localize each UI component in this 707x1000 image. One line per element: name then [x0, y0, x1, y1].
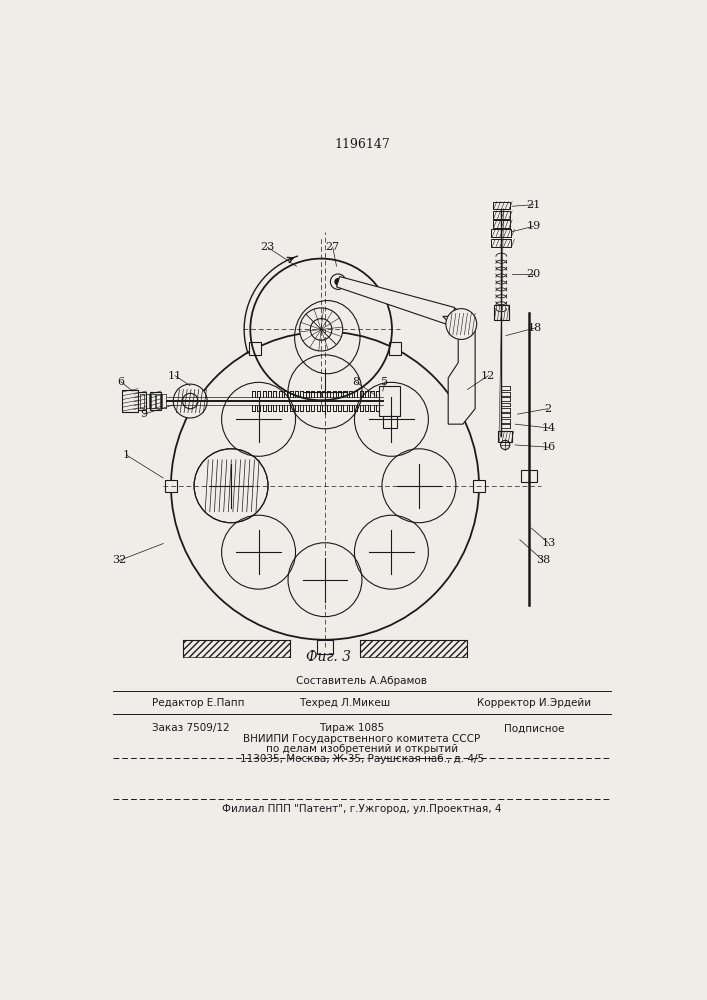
Text: 19: 19: [527, 221, 541, 231]
Text: Заказ 7509/12: Заказ 7509/12: [152, 723, 229, 733]
Circle shape: [182, 393, 198, 409]
Bar: [493, 211, 510, 219]
Bar: [493, 202, 510, 209]
Text: 2: 2: [544, 404, 551, 414]
FancyBboxPatch shape: [389, 342, 401, 355]
Circle shape: [449, 313, 455, 319]
Circle shape: [335, 279, 341, 285]
Bar: [521, 470, 537, 482]
Bar: [150, 392, 161, 410]
Circle shape: [330, 274, 346, 289]
Text: 38: 38: [536, 555, 550, 565]
Text: Корректор И.Эрдейи: Корректор И.Эрдейи: [477, 698, 592, 708]
Text: 6: 6: [117, 377, 124, 387]
Text: 13: 13: [542, 538, 556, 548]
Bar: [498, 431, 512, 442]
Bar: [491, 229, 511, 237]
Text: Фиг. 3: Фиг. 3: [306, 650, 351, 664]
Text: Техред Л.Микеш: Техред Л.Микеш: [298, 698, 390, 708]
Text: Филиал ППП "Патент", г.Ужгород, ул.Проектная, 4: Филиал ППП "Патент", г.Ужгород, ул.Проек…: [222, 804, 502, 814]
Bar: [317, 640, 334, 654]
Text: 23: 23: [260, 242, 274, 252]
Bar: [493, 220, 510, 228]
Bar: [491, 239, 511, 247]
Text: Редактор Е.Папп: Редактор Е.Папп: [152, 698, 244, 708]
Circle shape: [173, 384, 207, 418]
Text: 11: 11: [168, 371, 182, 381]
Text: 20: 20: [527, 269, 541, 279]
Text: Тираж 1085: Тираж 1085: [320, 723, 385, 733]
Text: 14: 14: [542, 423, 556, 433]
Text: Подписное: Подписное: [504, 723, 565, 733]
Text: Составитель А.Абрамов: Составитель А.Абрамов: [296, 676, 428, 686]
Text: 32: 32: [112, 555, 127, 565]
Text: 21: 21: [527, 200, 541, 210]
Circle shape: [446, 309, 477, 339]
Bar: [379, 386, 400, 416]
Text: 5: 5: [382, 377, 389, 387]
Text: 27: 27: [326, 242, 340, 252]
Text: 16: 16: [542, 442, 556, 452]
Text: 1: 1: [123, 450, 130, 460]
Text: 8: 8: [352, 377, 359, 387]
Polygon shape: [443, 316, 475, 424]
Text: 12: 12: [481, 371, 496, 381]
Bar: [493, 305, 509, 320]
Circle shape: [300, 308, 343, 351]
Text: ВНИИПИ Государственного комитета СССР: ВНИИПИ Государственного комитета СССР: [243, 734, 481, 744]
Text: 1196147: 1196147: [334, 138, 390, 151]
Circle shape: [443, 308, 460, 325]
Bar: [122, 390, 138, 412]
Text: 9: 9: [141, 409, 148, 419]
FancyBboxPatch shape: [473, 480, 485, 492]
FancyBboxPatch shape: [165, 480, 177, 492]
FancyBboxPatch shape: [249, 342, 262, 355]
Polygon shape: [337, 277, 455, 325]
Text: по делам изобретений и открытий: по делам изобретений и открытий: [266, 744, 458, 754]
Circle shape: [310, 319, 332, 340]
Bar: [134, 392, 146, 410]
Text: 113035, Москва, Ж-35, Раушская наб., д. 4/5: 113035, Москва, Ж-35, Раушская наб., д. …: [240, 754, 484, 764]
Bar: [382, 416, 397, 428]
Text: 18: 18: [528, 323, 542, 333]
